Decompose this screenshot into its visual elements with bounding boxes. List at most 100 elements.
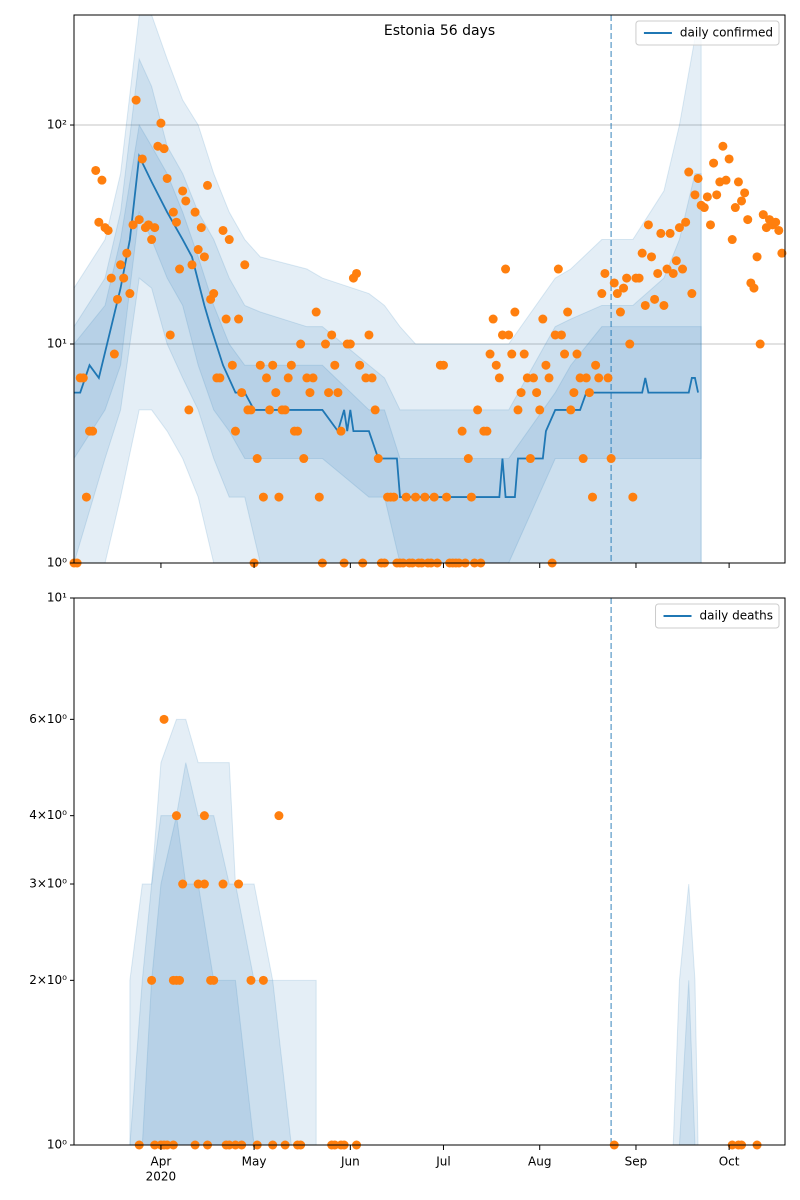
plot-area bbox=[74, 15, 785, 563]
data-point bbox=[581, 373, 591, 383]
x-tick-label: Aug bbox=[528, 1155, 551, 1169]
data-point bbox=[665, 228, 675, 238]
x-tick-label: Jun bbox=[340, 1155, 360, 1169]
data-point bbox=[684, 167, 694, 177]
data-point bbox=[529, 373, 539, 383]
data-point bbox=[752, 252, 762, 262]
data-point bbox=[293, 426, 303, 436]
y-tick-label: 10¹ bbox=[47, 337, 67, 351]
plot-area bbox=[129, 718, 699, 1145]
data-point bbox=[147, 235, 157, 245]
data-point bbox=[265, 405, 275, 415]
data-point bbox=[712, 190, 722, 200]
data-point bbox=[513, 405, 523, 415]
data-point bbox=[137, 154, 147, 164]
data-point bbox=[237, 388, 247, 398]
data-point bbox=[743, 215, 753, 225]
data-point bbox=[603, 373, 613, 383]
data-point bbox=[497, 330, 507, 340]
data-point bbox=[569, 388, 579, 398]
data-point bbox=[302, 373, 312, 383]
data-point bbox=[218, 879, 228, 889]
data-point bbox=[134, 215, 144, 225]
data-point bbox=[364, 330, 374, 340]
legend-box bbox=[655, 603, 780, 629]
data-point bbox=[494, 373, 504, 383]
data-point bbox=[199, 879, 209, 889]
data-point bbox=[240, 260, 250, 270]
data-point bbox=[352, 268, 362, 278]
data-point bbox=[116, 260, 126, 270]
y-tick-label: 10⁰ bbox=[47, 556, 67, 570]
data-point bbox=[656, 228, 666, 238]
data-point bbox=[94, 217, 104, 227]
data-point bbox=[320, 339, 330, 349]
data-point bbox=[159, 144, 169, 154]
data-point bbox=[438, 360, 448, 370]
data-point bbox=[147, 975, 157, 985]
data-point bbox=[597, 289, 607, 299]
x-tick-label: Sep bbox=[625, 1155, 648, 1169]
data-point bbox=[261, 373, 271, 383]
data-point bbox=[730, 203, 740, 213]
data-point bbox=[355, 360, 365, 370]
data-point bbox=[556, 330, 566, 340]
data-point bbox=[215, 373, 225, 383]
data-point bbox=[190, 207, 200, 217]
data-point bbox=[193, 245, 203, 255]
data-point bbox=[463, 454, 473, 464]
data-point bbox=[184, 405, 194, 415]
data-point bbox=[178, 186, 188, 196]
data-point bbox=[724, 154, 734, 164]
data-point bbox=[674, 223, 684, 233]
data-point bbox=[199, 252, 209, 262]
legend: daily deaths bbox=[655, 603, 780, 629]
data-point bbox=[535, 405, 545, 415]
data-point bbox=[333, 388, 343, 398]
data-point bbox=[560, 349, 570, 359]
data-point bbox=[774, 225, 784, 235]
legend: daily confirmed bbox=[635, 20, 780, 46]
data-point bbox=[203, 180, 213, 190]
data-point bbox=[646, 252, 656, 262]
data-point bbox=[606, 454, 616, 464]
data-point bbox=[274, 811, 284, 821]
data-point bbox=[271, 388, 281, 398]
data-point bbox=[125, 289, 135, 299]
axes-frame bbox=[73, 597, 786, 1146]
data-point bbox=[541, 360, 551, 370]
data-point bbox=[740, 188, 750, 198]
data-point bbox=[218, 225, 228, 235]
data-point bbox=[209, 975, 219, 985]
data-point bbox=[128, 220, 138, 230]
data-point bbox=[699, 203, 709, 213]
data-point bbox=[485, 349, 495, 359]
data-point bbox=[563, 307, 573, 317]
data-point bbox=[429, 492, 439, 502]
legend-label: daily deaths bbox=[700, 609, 773, 623]
data-point bbox=[457, 426, 467, 436]
data-point bbox=[314, 492, 324, 502]
data-point bbox=[640, 300, 650, 310]
data-point bbox=[678, 264, 688, 274]
data-point bbox=[643, 220, 653, 230]
data-point bbox=[709, 158, 719, 168]
y-tick-label: 4×10⁰ bbox=[29, 808, 67, 822]
x-tick-label: Apr bbox=[151, 1155, 172, 1169]
data-point bbox=[690, 190, 700, 200]
data-point bbox=[156, 118, 166, 128]
data-point bbox=[171, 811, 181, 821]
data-point bbox=[637, 248, 647, 258]
y-tick-label: 10² bbox=[47, 118, 67, 132]
data-point bbox=[584, 388, 594, 398]
data-point bbox=[305, 388, 315, 398]
data-point bbox=[150, 223, 160, 233]
y-tick-label: 10⁰ bbox=[47, 1138, 67, 1152]
data-point bbox=[600, 268, 610, 278]
data-point bbox=[411, 492, 421, 502]
data-point bbox=[258, 975, 268, 985]
data-point bbox=[119, 273, 129, 283]
data-point bbox=[401, 492, 411, 502]
y-tick-label: 3×10⁰ bbox=[29, 877, 67, 891]
